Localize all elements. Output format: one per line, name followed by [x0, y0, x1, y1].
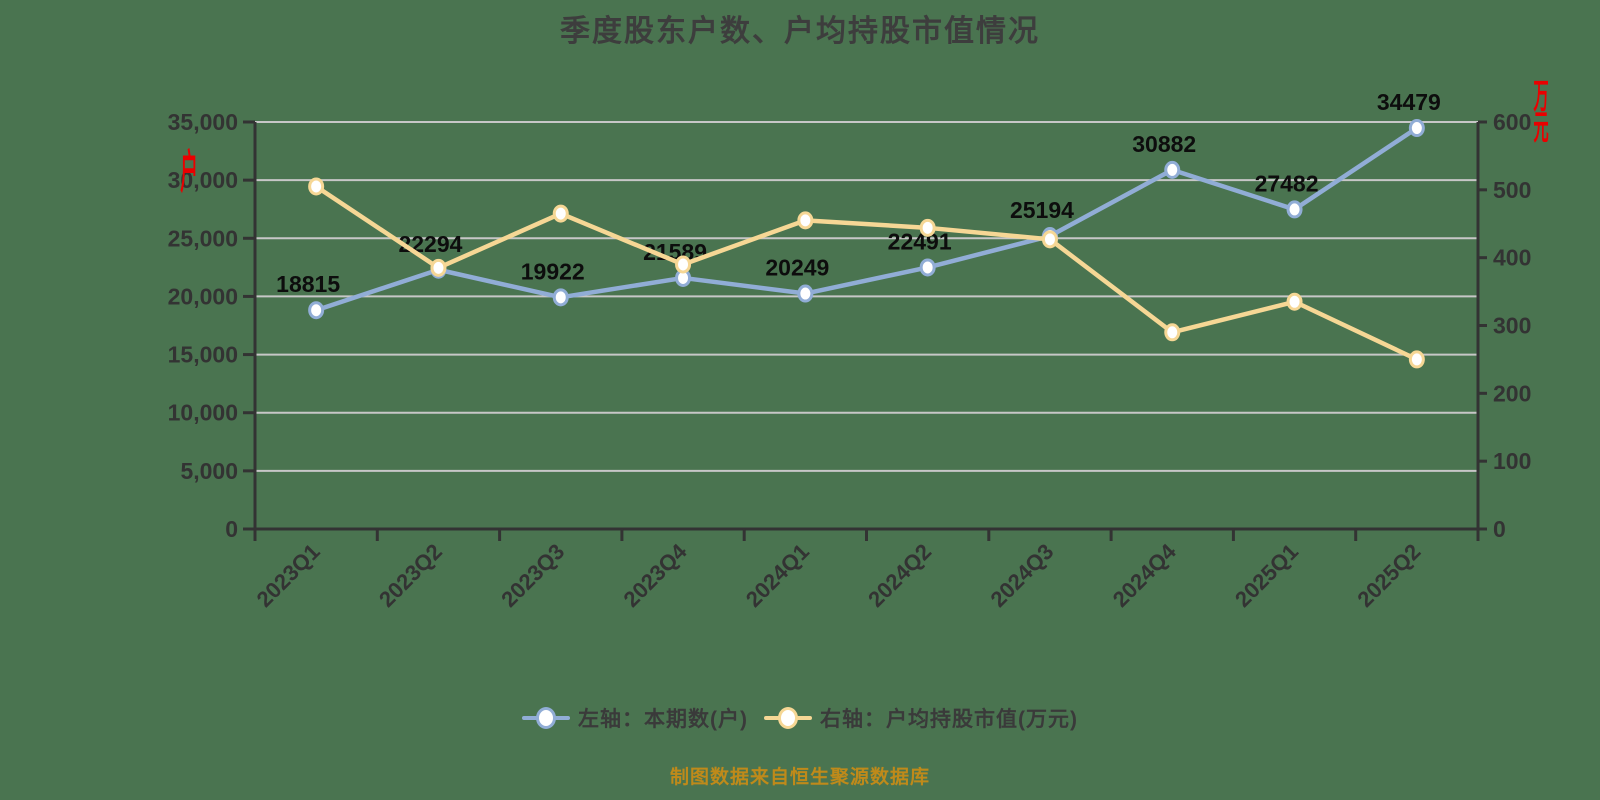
x-axis-tick-label: 2024Q2 [863, 539, 936, 612]
data-point [919, 218, 936, 237]
x-axis-tick-label: 2025Q2 [1352, 539, 1425, 612]
data-point-label: 27482 [1255, 170, 1319, 196]
y-axis-left-tick-label: 5,000 [180, 458, 238, 484]
y-axis-right: 0 100 200 300 400 500 600 [1478, 109, 1531, 542]
data-point [1408, 119, 1425, 138]
y-axis-left-tick-label: 30,000 [168, 167, 238, 193]
y-axis-right-unit: 元 [1533, 108, 1548, 147]
y-axis-right-tick-label: 0 [1493, 516, 1506, 542]
data-point [1286, 292, 1303, 311]
data-point [1164, 160, 1181, 179]
grid-lines [255, 121, 1478, 472]
y-axis-right-tick-label: 300 [1493, 313, 1531, 339]
axis-unit-labels: 户 万元 [180, 77, 1548, 199]
data-point-label: 18815 [276, 271, 340, 297]
data-point-label: 25194 [1010, 197, 1074, 223]
legend-label: 左轴：本期数(户) [578, 708, 748, 731]
x-axis-tick-label: 2024Q4 [1108, 538, 1182, 612]
x-axis-tick-label: 2023Q4 [619, 538, 693, 612]
x-axis-tick-label: 2024Q1 [741, 539, 814, 612]
legend-label: 右轴：户均持股市值(万元) [820, 708, 1078, 731]
legend: 左轴：本期数(户) 右轴：户均持股市值(万元) [0, 703, 1600, 733]
y-axis-right-tick-label: 200 [1493, 380, 1531, 406]
data-point-label: 30882 [1132, 131, 1196, 157]
data-source-note: 制图数据来自恒生聚源数据库 [669, 767, 930, 788]
data-point [308, 301, 325, 320]
data-point [1041, 230, 1058, 249]
y-axis-left-tick-label: 35,000 [168, 109, 238, 135]
y-axis-left-unit: 户 [180, 147, 197, 199]
y-axis-left-tick-label: 25,000 [168, 225, 238, 251]
series-line [313, 184, 1420, 362]
x-axis-tick-label: 2023Q2 [374, 539, 447, 612]
y-axis-right-tick-label: 400 [1493, 245, 1531, 271]
data-point [308, 177, 325, 196]
data-point-label: 19922 [521, 258, 585, 284]
chart-title: 季度股东户数、户均持股市值情况 [560, 15, 1040, 48]
data-point-label: 22294 [398, 231, 462, 257]
data-point [552, 288, 569, 307]
data-point-label: 20249 [765, 255, 829, 281]
data-point [1408, 350, 1425, 369]
y-axis-right-unit: 万 [1533, 77, 1548, 116]
x-axis-tick-label: 2024Q3 [985, 539, 1058, 612]
series-shareholder-count [308, 119, 1425, 320]
y-axis-left-tick-label: 20,000 [168, 283, 238, 309]
y-axis-right-tick-label: 500 [1493, 177, 1531, 203]
data-point [675, 255, 692, 274]
y-axis-right-tick-label: 600 [1493, 109, 1531, 135]
x-axis-tick-label: 2023Q3 [496, 539, 569, 612]
legend-item-market-value: 右轴：户均持股市值(万元) [764, 703, 1078, 733]
series-market-value [308, 177, 1425, 369]
data-point-label: 34479 [1377, 89, 1441, 115]
x-axis: 2023Q1 2023Q2 2023Q3 2023Q4 2024Q1 2024Q2 2024… [252, 529, 1480, 612]
data-point [1164, 323, 1181, 342]
data-point [430, 258, 447, 277]
legend-item-shareholder-count: 左轴：本期数(户) [522, 703, 748, 733]
data-labels: 1881522294199222158920249224912519430882… [276, 89, 1441, 297]
data-point [797, 284, 814, 303]
y-axis-left: 0 5,000 10,000 15,000 20,000 25,000 30,000 35,0… [168, 109, 255, 542]
line-marker-icon [764, 707, 812, 729]
line-marker-icon [522, 707, 570, 729]
x-axis-tick-label: 2023Q1 [252, 539, 325, 612]
y-axis-right-tick-label: 100 [1493, 448, 1531, 474]
y-axis-left-tick-label: 15,000 [168, 342, 238, 368]
x-axis-tick-label: 2025Q1 [1230, 539, 1303, 612]
data-point-label: 22491 [888, 228, 952, 254]
y-axis-left-tick-label: 0 [225, 516, 238, 542]
data-point [797, 211, 814, 230]
data-point [919, 258, 936, 277]
data-point [1286, 200, 1303, 219]
data-point [552, 204, 569, 223]
series-line [313, 125, 1420, 313]
y-axis-left-tick-label: 10,000 [168, 400, 238, 426]
